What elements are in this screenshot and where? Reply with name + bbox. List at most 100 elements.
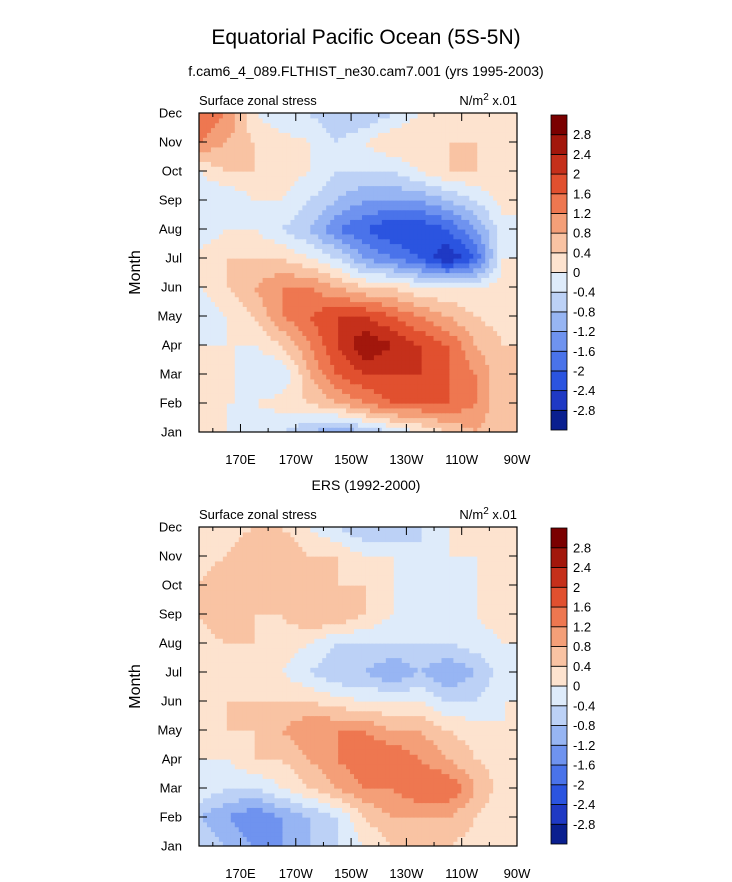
field-cell: [294, 398, 299, 404]
field-cell: [314, 171, 319, 177]
field-cell: [449, 282, 455, 288]
field-cell: [250, 248, 256, 254]
field-cell: [509, 349, 514, 356]
field-cell: [286, 359, 292, 365]
field-cell: [246, 306, 252, 312]
field-cell: [485, 291, 490, 298]
field-cell: [218, 229, 224, 235]
field-cell: [266, 243, 272, 249]
field-cell: [310, 407, 315, 414]
field-cell: [222, 340, 228, 346]
field-cell: [326, 306, 331, 312]
field-cell: [461, 243, 466, 249]
field-cell: [477, 330, 482, 336]
field-cell: [465, 417, 470, 423]
field-cell: [381, 214, 387, 220]
field-cell: [294, 301, 299, 307]
field-cell: [330, 209, 335, 216]
field-cell: [385, 180, 391, 187]
field-cell: [481, 146, 486, 153]
field-cell: [409, 171, 415, 177]
field-cell: [250, 267, 256, 274]
field-cell: [493, 262, 498, 269]
field-cell: [477, 272, 482, 278]
field-cell: [358, 204, 363, 211]
field-cell: [298, 412, 303, 419]
field-cell: [226, 378, 232, 385]
field-cell: [381, 364, 387, 370]
field-cell: [334, 398, 339, 404]
field-cell: [350, 267, 355, 274]
field-cell: [290, 378, 296, 385]
field-cell: [346, 325, 351, 332]
field-cell: [346, 282, 351, 288]
field-cell: [393, 311, 399, 317]
field-cell: [334, 427, 339, 432]
field-cell: [346, 335, 351, 341]
field-cell: [385, 422, 391, 428]
field-cell: [202, 229, 208, 235]
field-cell: [409, 320, 415, 327]
field-cell: [469, 171, 474, 177]
field-cell: [445, 224, 451, 230]
field-cell: [501, 398, 506, 404]
field-cell: [453, 214, 458, 220]
field-cell: [413, 393, 419, 399]
field-cell: [338, 335, 343, 341]
field-cell: [222, 320, 228, 327]
field-cell: [389, 364, 395, 370]
field-cell: [350, 185, 355, 191]
field-cell: [453, 171, 458, 177]
field-cell: [250, 277, 256, 283]
field-cell: [238, 320, 244, 327]
field-cell: [489, 233, 494, 240]
field-cell: [369, 296, 375, 303]
field-cell: [489, 403, 494, 409]
field-cell: [330, 180, 335, 187]
field-cell: [258, 224, 264, 230]
field-cell: [358, 417, 363, 423]
field-cell: [477, 364, 482, 370]
field-cell: [421, 156, 427, 162]
field-cell: [202, 311, 208, 317]
field-cell: [449, 388, 455, 394]
field-cell: [234, 166, 240, 172]
field-cell: [206, 248, 212, 254]
field-cell: [485, 243, 490, 249]
field-cell: [433, 388, 439, 394]
field-cell: [465, 345, 470, 351]
field-cell: [254, 340, 260, 346]
field-cell: [294, 248, 299, 254]
field-cell: [206, 345, 212, 351]
field-cell: [290, 166, 296, 172]
field-cell: [461, 204, 466, 211]
field-cell: [310, 161, 315, 167]
field-cell: [286, 214, 292, 220]
field-cell: [425, 311, 431, 317]
field-cell: [433, 364, 439, 370]
field-cell: [274, 272, 280, 278]
field-cell: [497, 364, 502, 370]
field-cell: [401, 214, 407, 220]
field-cell: [210, 214, 216, 220]
field-cell: [469, 277, 474, 283]
field-cell: [342, 132, 347, 138]
field-cell: [509, 388, 514, 394]
field-cell: [322, 224, 327, 230]
field-cell: [465, 166, 470, 172]
field-cell: [318, 146, 323, 153]
field-cell: [477, 171, 482, 177]
field-cell: [425, 166, 431, 172]
field-cell: [481, 277, 486, 283]
field-cell: [346, 374, 351, 380]
field-cell: [377, 287, 383, 293]
field-cell: [294, 345, 299, 351]
field-cell: [461, 175, 466, 182]
field-cell: [401, 287, 407, 293]
field-cell: [493, 388, 498, 394]
field-cell: [441, 306, 447, 312]
field-cell: [425, 316, 431, 322]
field-cell: [314, 388, 319, 394]
field-cell: [381, 267, 387, 274]
field-cell: [246, 422, 252, 428]
